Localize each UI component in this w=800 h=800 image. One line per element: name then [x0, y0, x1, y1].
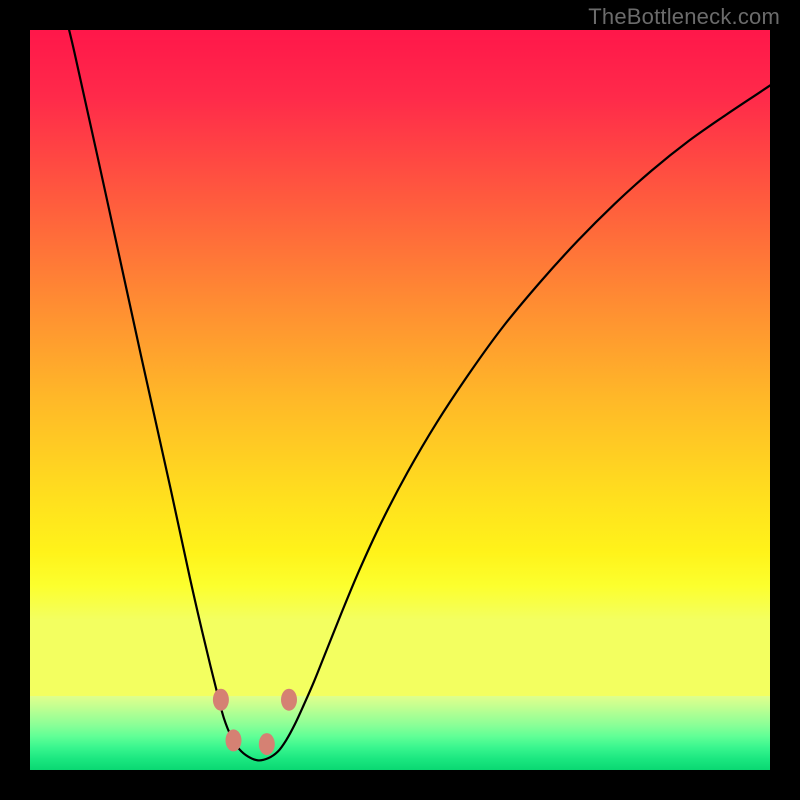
curve-marker: [281, 689, 297, 711]
bottleneck-curve: [30, 30, 770, 770]
curve-marker: [226, 729, 242, 751]
outer-frame: TheBottleneck.com: [0, 0, 800, 800]
curve-marker: [213, 689, 229, 711]
watermark-text: TheBottleneck.com: [588, 4, 780, 30]
plot-area: [30, 30, 770, 770]
curve-marker: [259, 733, 275, 755]
